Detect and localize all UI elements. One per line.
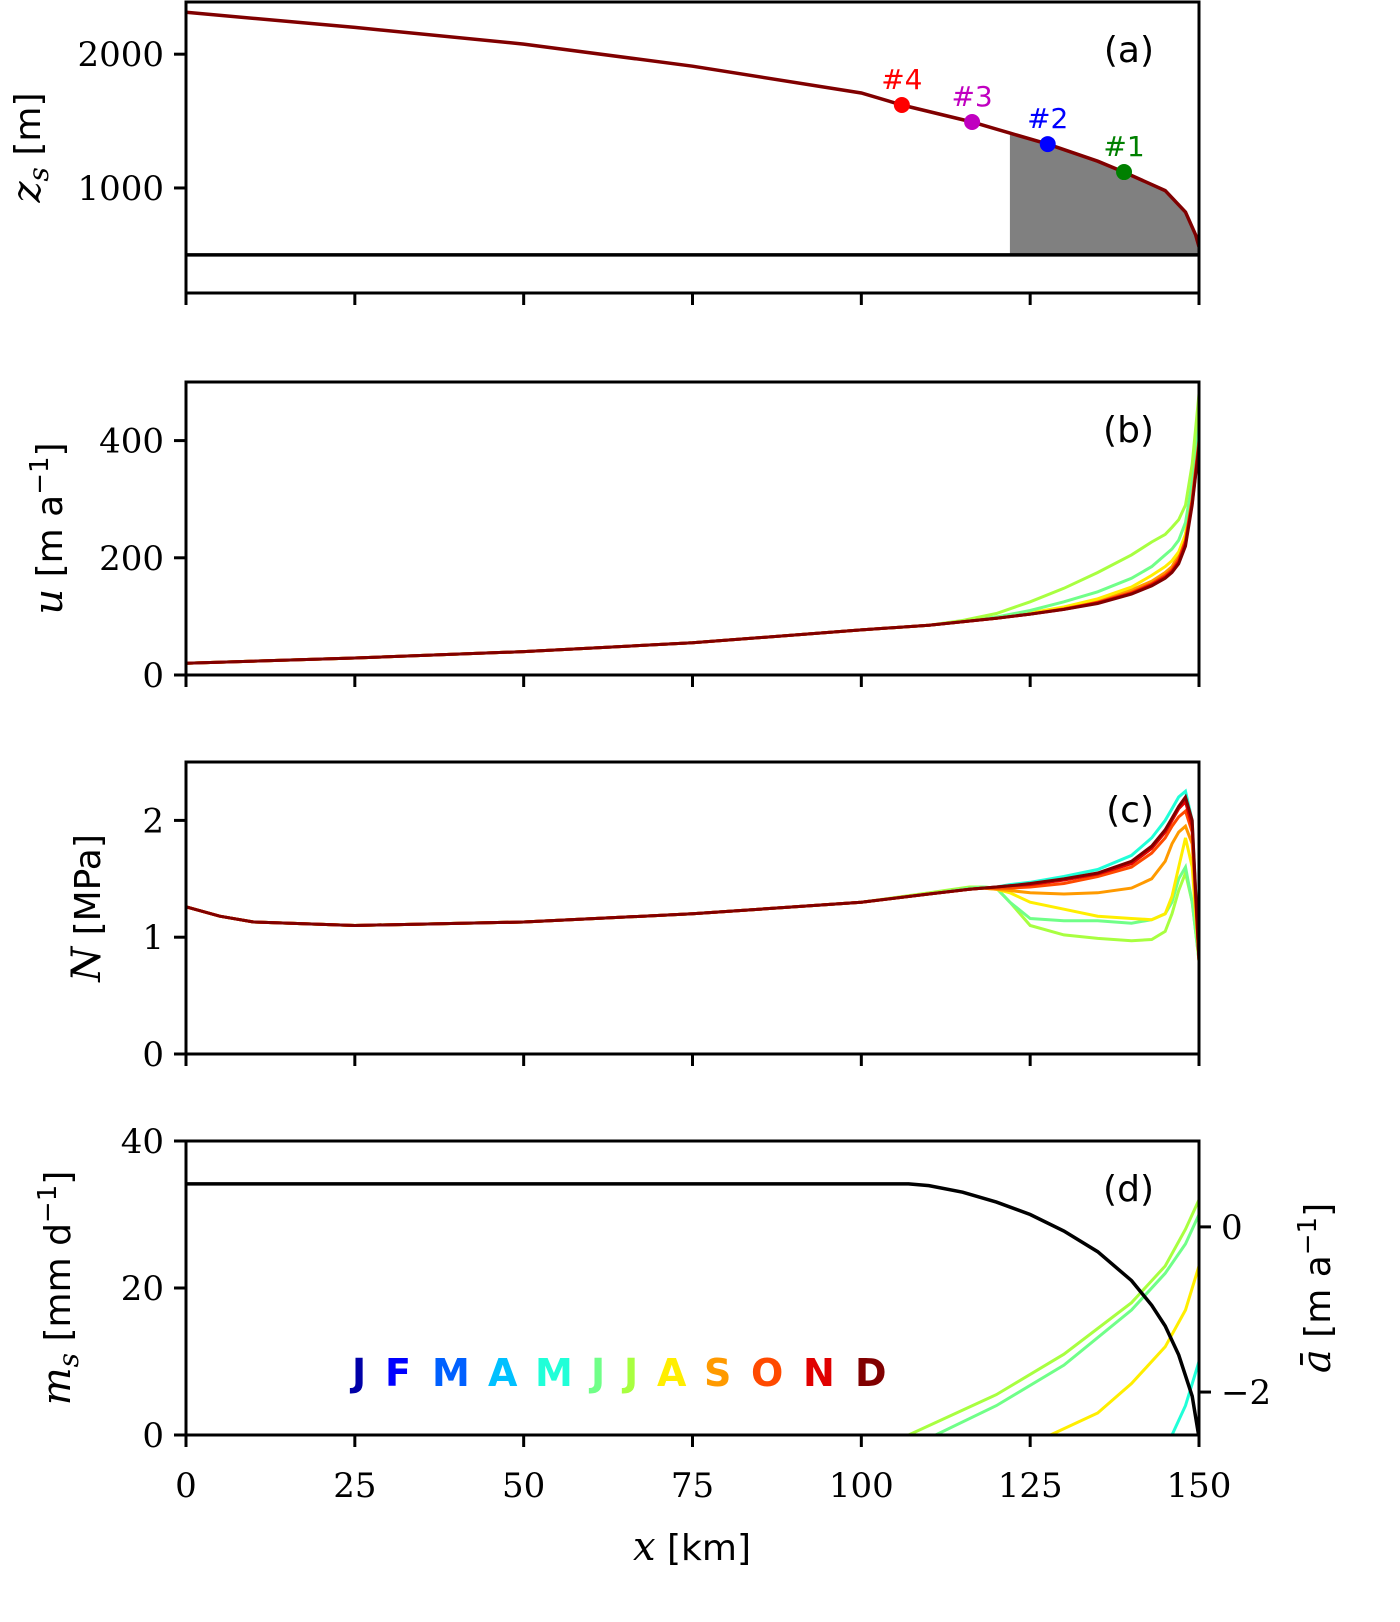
shaded-region: [1009, 133, 1199, 255]
x-tick-label: 50: [502, 1466, 545, 1506]
legend-month: J: [588, 1351, 605, 1395]
panel-label: (c): [1106, 790, 1154, 831]
site-marker: [1116, 164, 1133, 181]
y-tick-label: 20: [121, 1269, 164, 1309]
y-tick-label: 2000: [77, 35, 164, 75]
site-marker: [893, 97, 910, 114]
y-tick-label: 1: [142, 918, 164, 958]
y-axis-label: u [m a−1]: [25, 442, 72, 614]
site-label: #4: [881, 63, 922, 96]
series-line-J: [934, 1213, 1199, 1435]
panel-d: J F M A M J J A S O N D(d)0 25 50 75 100 125 150020400−2m…: [33, 1122, 1340, 1570]
x-tick-label: 0: [175, 1466, 197, 1506]
axes-frame: [184, 760, 1201, 1056]
surface-line: [186, 10, 1199, 248]
x-tick-label: 75: [671, 1466, 714, 1506]
series-line-D: [186, 793, 1199, 961]
y-tick-label: 2: [142, 801, 164, 841]
plot-area: [186, 788, 1199, 961]
x-tick-label: 100: [829, 1466, 894, 1506]
legend-month: J: [349, 1351, 366, 1395]
x-tick-label: 150: [1167, 1466, 1232, 1506]
site-marker: [1039, 136, 1056, 153]
legend-month: S: [704, 1351, 731, 1395]
x-tick-label: 25: [333, 1466, 376, 1506]
series-line-A: [186, 428, 1199, 665]
series-line-J: [186, 417, 1199, 665]
series-line-J: [907, 1199, 1199, 1435]
panel-a: #4 #3 #2 #1 (a) 1000 2000 zs [m]: [4, 0, 1201, 305]
plot-area: [186, 1182, 1199, 1435]
y-tick-label: 40: [121, 1122, 164, 1162]
series-line-A: [1049, 1265, 1199, 1435]
y-tick-label: 1000: [77, 169, 164, 209]
site-label: #2: [1027, 102, 1068, 135]
series-line-J: [186, 393, 1199, 665]
legend-month: D: [855, 1351, 887, 1395]
legend-month: J: [621, 1351, 638, 1395]
series-line-S: [186, 823, 1199, 961]
y2-tick-label: 0: [1221, 1208, 1243, 1248]
series-line-O: [186, 440, 1199, 665]
site-marker: [964, 114, 981, 131]
site-label: #1: [1103, 130, 1144, 163]
legend-month: M: [535, 1351, 573, 1395]
plot-area: [186, 393, 1199, 665]
panel-label: (b): [1103, 410, 1154, 451]
series-line-M: [186, 788, 1199, 961]
series-line-O: [186, 808, 1199, 961]
site-label: #3: [951, 80, 992, 113]
y-tick-label: 400: [99, 422, 164, 462]
x-axis-label: x [km]: [633, 1524, 751, 1570]
axes-frame: [184, 380, 1201, 677]
panel-c: (c) 0 1 2 N [MPa]: [64, 760, 1201, 1075]
legend-month: A: [657, 1351, 687, 1395]
y-tick-label: 200: [99, 539, 164, 579]
panel-b: (b) 0 200 400 u [m a−1]: [25, 380, 1201, 696]
legend-month: N: [803, 1351, 835, 1395]
series-line-N: [186, 444, 1199, 665]
y-tick-label: 0: [142, 1035, 164, 1075]
series-line-S: [186, 434, 1199, 665]
abar-line: [186, 1182, 1199, 1435]
legend-month: F: [385, 1351, 411, 1395]
legend-month: A: [488, 1351, 518, 1395]
y-tick-label: 0: [142, 1416, 164, 1456]
series-line-M: [1170, 1361, 1199, 1435]
y-axis-label: zs [m]: [4, 92, 55, 203]
y2-axis-label: ā [m a−1]: [1293, 1203, 1340, 1373]
y-axis-label: N [MPa]: [64, 834, 110, 983]
legend-month: M: [432, 1351, 470, 1395]
x-tick-label: 125: [998, 1466, 1063, 1506]
y-axis-label: ms [mm d−1]: [33, 1171, 85, 1406]
plot-area: [186, 10, 1199, 257]
series-line-D: [186, 446, 1199, 665]
panel-label: (d): [1103, 1169, 1154, 1210]
panel-label: (a): [1104, 30, 1154, 71]
series-line-A: [186, 837, 1199, 961]
y-tick-label: 0: [142, 656, 164, 696]
y2-tick-label: −2: [1221, 1373, 1271, 1413]
legend-month: O: [751, 1351, 783, 1395]
